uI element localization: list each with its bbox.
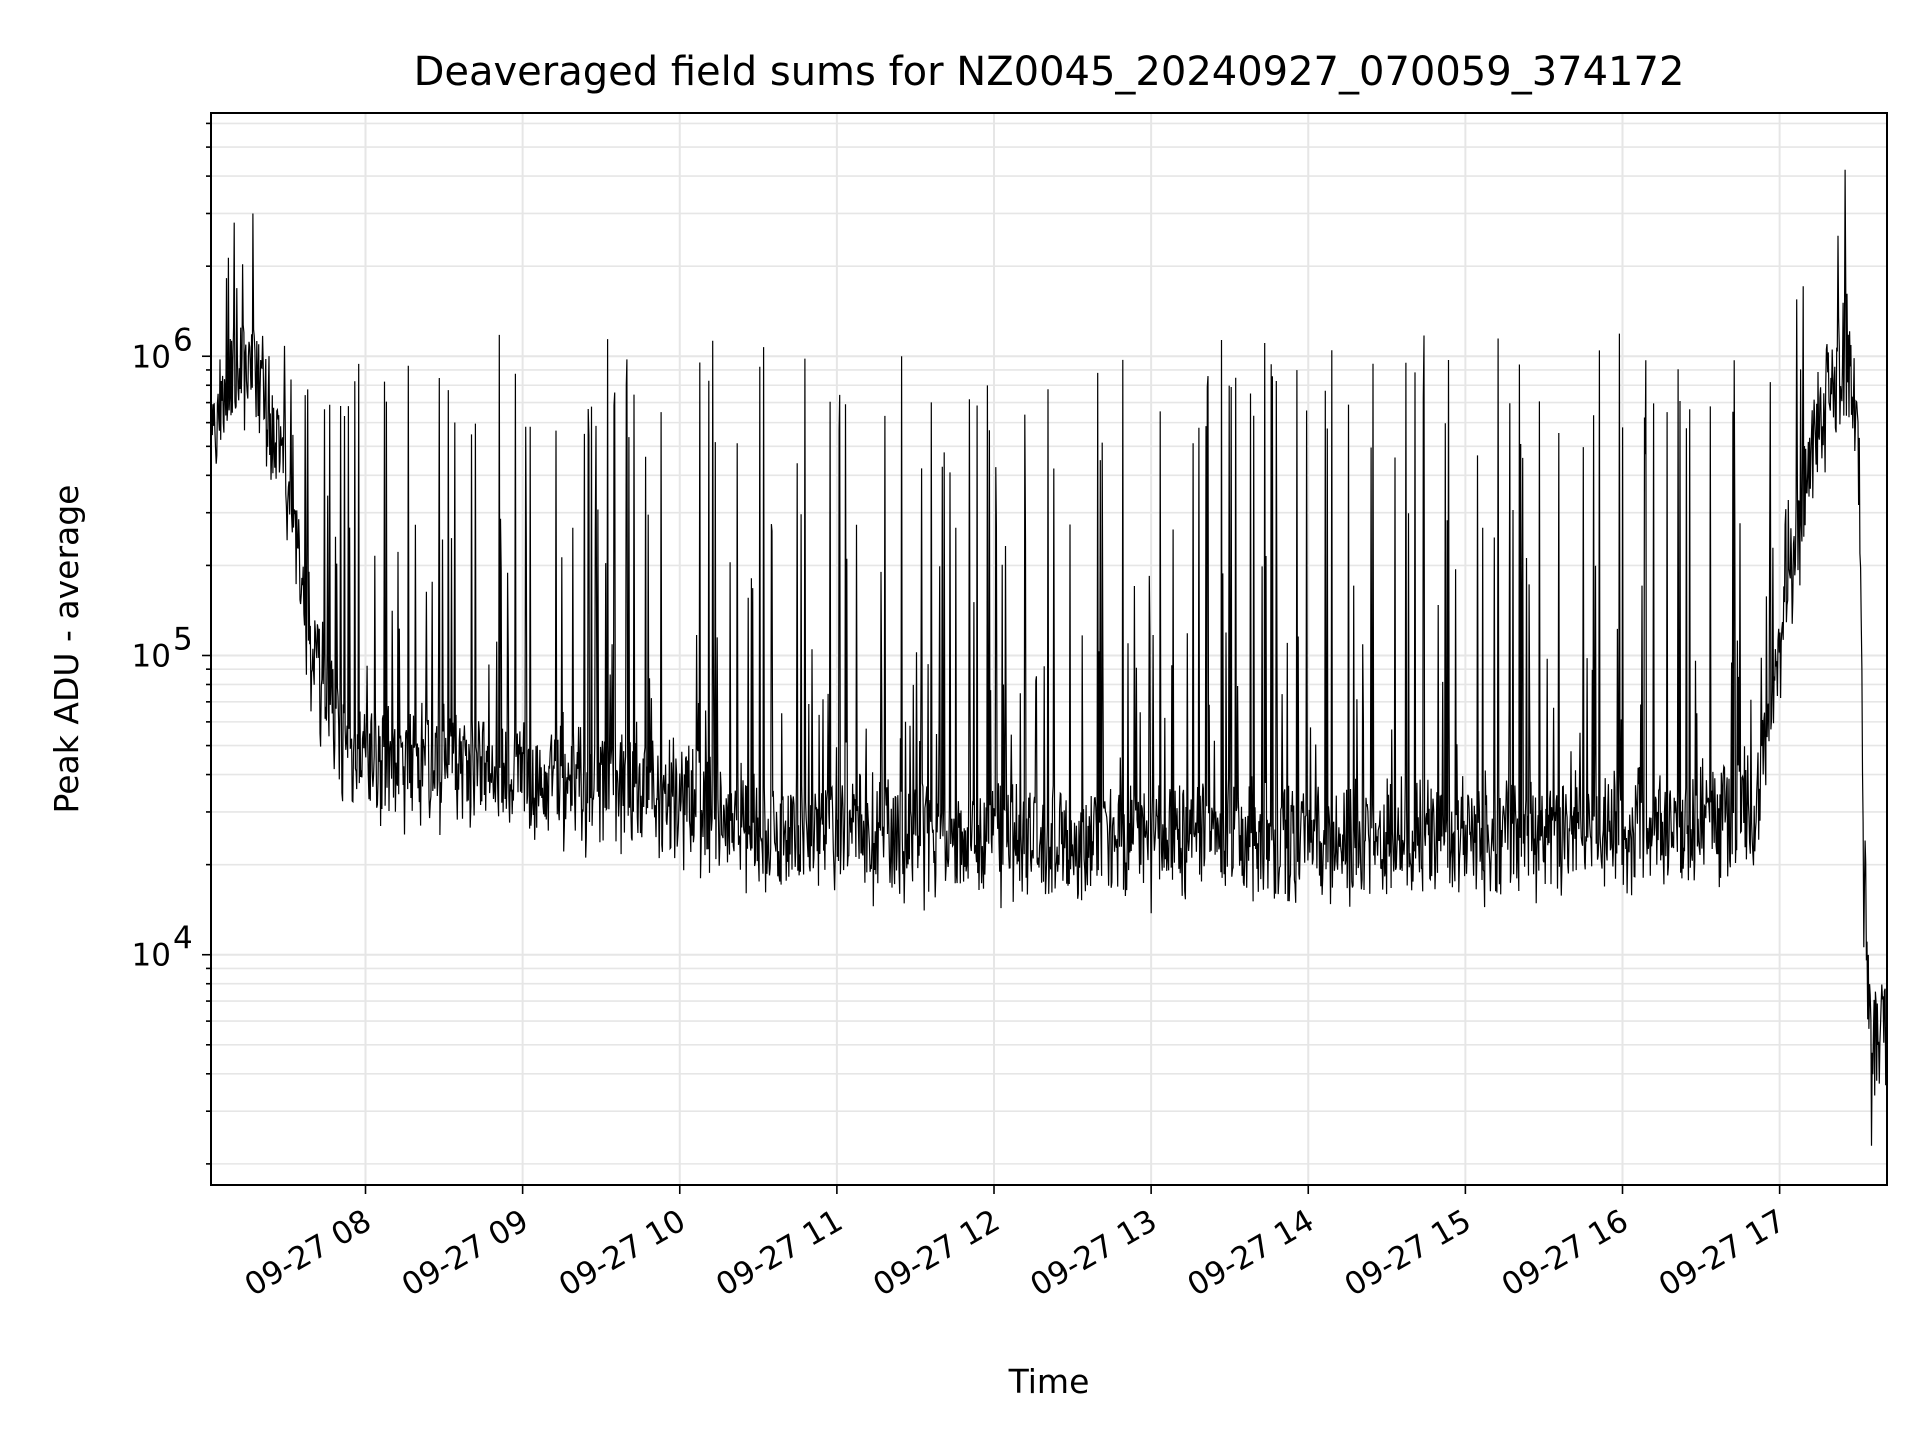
y-tick-exponent: 6 xyxy=(173,322,193,358)
y-tick-label: 10 xyxy=(132,938,171,974)
y-axis-label: Peak ADU - average xyxy=(47,485,86,814)
y-tick-exponent: 4 xyxy=(173,921,193,957)
y-tick-base: 10 xyxy=(132,938,171,974)
data-series-line xyxy=(210,169,1888,1146)
y-tick-label: 10 xyxy=(132,339,171,375)
y-tick-label: 10 xyxy=(132,638,171,674)
x-axis-label: Time xyxy=(1008,1362,1090,1401)
plot-frame xyxy=(210,112,1888,1186)
y-tick-exponent: 5 xyxy=(173,621,193,657)
y-tick-base: 10 xyxy=(132,339,171,375)
chart-title: Deaveraged field sums for NZ0045_2024092… xyxy=(414,49,1685,95)
y-tick-base: 10 xyxy=(132,638,171,674)
data-layer xyxy=(210,169,1888,1146)
